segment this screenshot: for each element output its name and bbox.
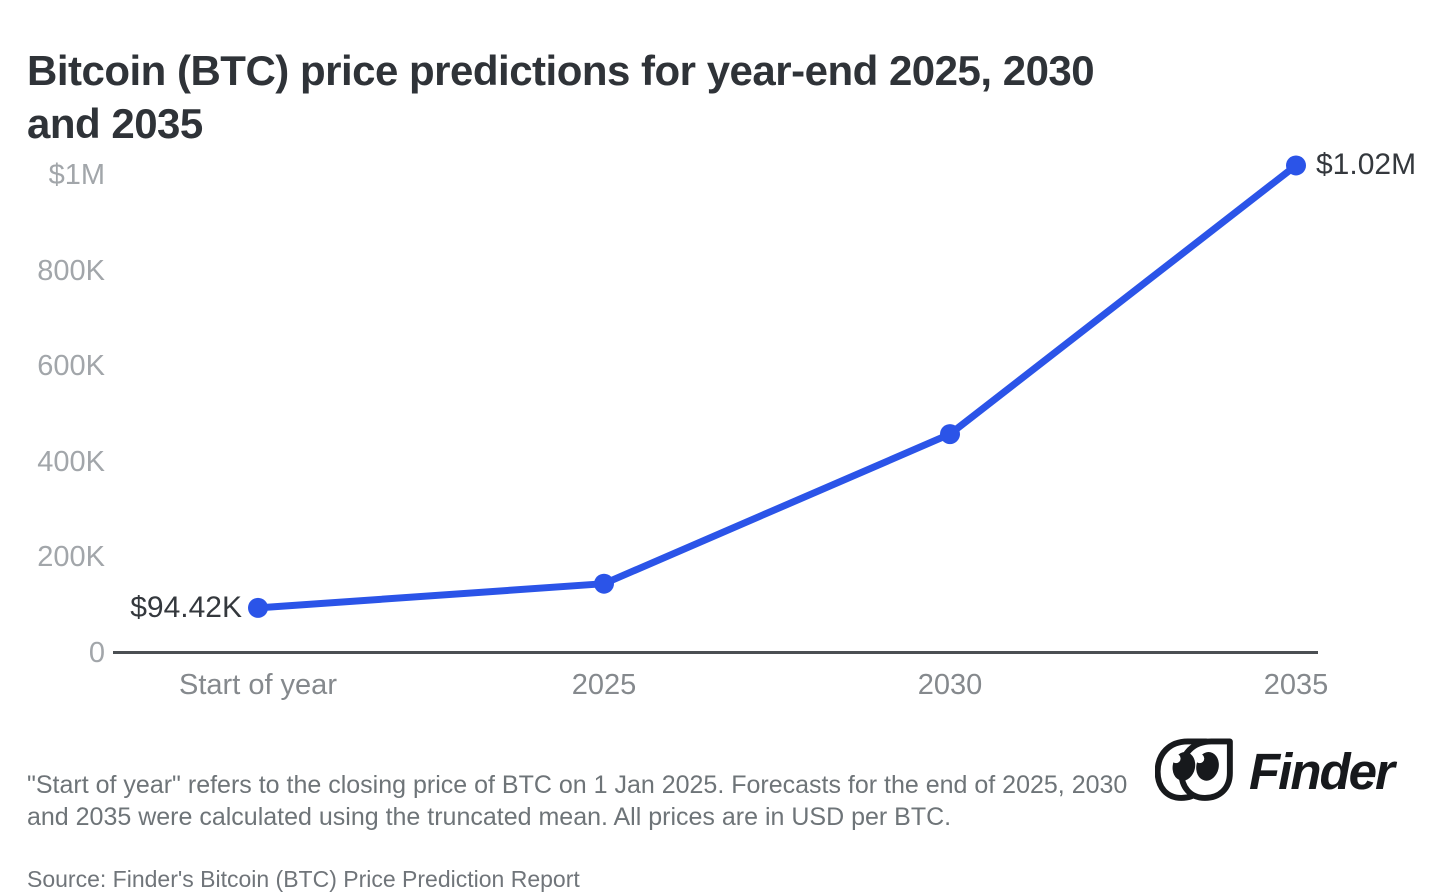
y-tick-label: 800K — [37, 254, 105, 287]
chart-footnote: "Start of year" refers to the closing pr… — [27, 771, 1128, 831]
x-axis-line — [113, 651, 1318, 654]
y-tick-label: 200K — [37, 541, 105, 574]
y-axis: $1M 800K 600K 400K 200K 0 — [0, 0, 105, 894]
chart-source: Source: Finder's Bitcoin (BTC) Price Pre… — [27, 866, 580, 892]
y-tick-label: 400K — [37, 445, 105, 478]
finder-logo-text: Finder — [1249, 742, 1395, 800]
y-tick-label: $1M — [48, 159, 105, 191]
page-title: Bitcoin (BTC) price predictions for year… — [27, 47, 1095, 148]
finder-logo: Finder — [1154, 736, 1395, 807]
data-point — [940, 424, 960, 445]
x-tick-label: 2035 — [1263, 669, 1329, 701]
x-tick-label: Start of year — [179, 669, 337, 701]
data-point — [594, 573, 614, 594]
data-point — [1286, 155, 1306, 176]
y-tick-label: 600K — [37, 350, 105, 383]
data-point — [248, 597, 268, 618]
prediction-line — [254, 161, 1300, 612]
x-tick-label: 2030 — [917, 669, 983, 701]
y-tick-label: 0 — [88, 637, 105, 669]
finder-eyes-icon — [1154, 736, 1243, 807]
point-value-label: $1.02M — [1316, 148, 1417, 182]
point-value-label: $94.42K — [130, 590, 242, 624]
x-tick-label: 2025 — [571, 669, 637, 701]
